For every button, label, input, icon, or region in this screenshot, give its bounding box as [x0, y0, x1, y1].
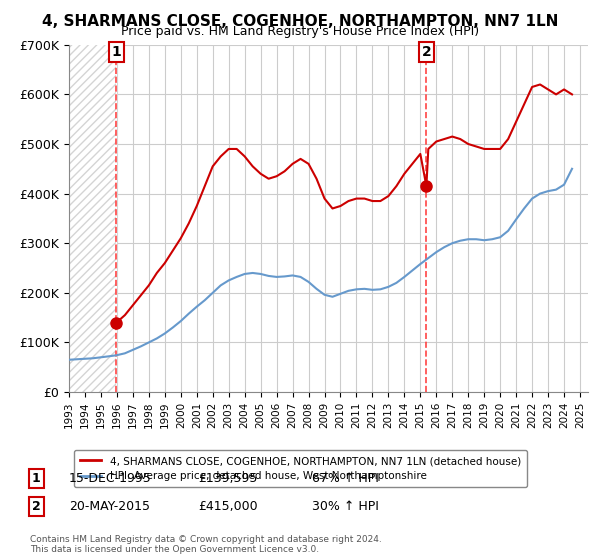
Bar	[69, 45, 116, 392]
Text: £139,595: £139,595	[198, 472, 257, 486]
Text: 2: 2	[32, 500, 40, 514]
Text: Price paid vs. HM Land Registry's House Price Index (HPI): Price paid vs. HM Land Registry's House …	[121, 25, 479, 38]
Text: 67% ↑ HPI: 67% ↑ HPI	[312, 472, 379, 486]
Text: 2: 2	[422, 45, 431, 59]
Text: Contains HM Land Registry data © Crown copyright and database right 2024.
This d: Contains HM Land Registry data © Crown c…	[30, 535, 382, 554]
Text: 20-MAY-2015: 20-MAY-2015	[69, 500, 150, 514]
Text: £415,000: £415,000	[198, 500, 257, 514]
Text: 1: 1	[32, 472, 40, 486]
Text: 15-DEC-1995: 15-DEC-1995	[69, 472, 152, 486]
Text: 1: 1	[112, 45, 121, 59]
Text: 30% ↑ HPI: 30% ↑ HPI	[312, 500, 379, 514]
Legend: 4, SHARMANS CLOSE, COGENHOE, NORTHAMPTON, NN7 1LN (detached house), HPI: Average: 4, SHARMANS CLOSE, COGENHOE, NORTHAMPTON…	[74, 450, 527, 487]
Text: 4, SHARMANS CLOSE, COGENHOE, NORTHAMPTON, NN7 1LN: 4, SHARMANS CLOSE, COGENHOE, NORTHAMPTON…	[42, 14, 558, 29]
Bar	[69, 45, 116, 392]
